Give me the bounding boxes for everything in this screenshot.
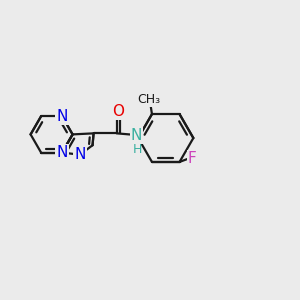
Text: H: H xyxy=(133,143,142,156)
Text: N: N xyxy=(74,147,86,162)
Text: N: N xyxy=(131,128,142,142)
Text: F: F xyxy=(188,151,197,166)
Text: O: O xyxy=(112,104,124,119)
Text: N: N xyxy=(56,145,68,160)
Text: CH₃: CH₃ xyxy=(137,93,160,106)
Text: N: N xyxy=(56,109,68,124)
